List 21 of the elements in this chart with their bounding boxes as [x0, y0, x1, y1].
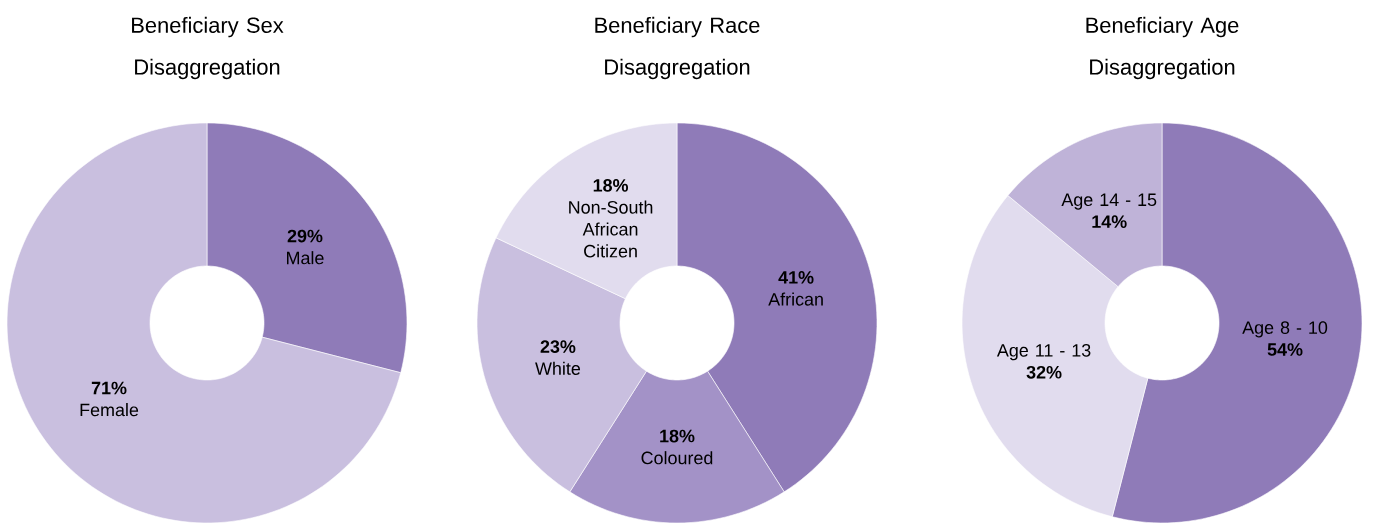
chart-title: Beneficiary Sex Disaggregation — [132, 16, 284, 80]
slice-label: Non-South African Citizen — [569, 200, 653, 258]
slice-label: Male — [287, 251, 324, 265]
slice-label: Age 8 - 10 — [1242, 321, 1328, 338]
data-label: 54% — [1267, 343, 1303, 356]
slice-label: Age 14 - 15 — [1061, 193, 1157, 210]
slice-label: Coloured — [641, 451, 713, 465]
slice-label: White — [535, 361, 581, 375]
data-label: 18% — [660, 429, 695, 443]
data-label: 14% — [1092, 215, 1127, 228]
chart-title: Beneficiary Age Disaggregation — [1086, 16, 1239, 80]
data-label: 29% — [287, 229, 323, 243]
slice-label: Age 11 - 13 — [996, 343, 1091, 361]
data-label: 23% — [540, 340, 576, 354]
data-label: 18% — [593, 179, 629, 192]
data-label: 32% — [1026, 365, 1062, 379]
slice-label: Female — [80, 403, 139, 417]
slice-label: African — [768, 292, 823, 306]
data-label: 41% — [778, 271, 814, 284]
data-label: 71% — [91, 381, 127, 395]
chart-title: Beneficiary Race Disaggregation — [595, 16, 760, 80]
